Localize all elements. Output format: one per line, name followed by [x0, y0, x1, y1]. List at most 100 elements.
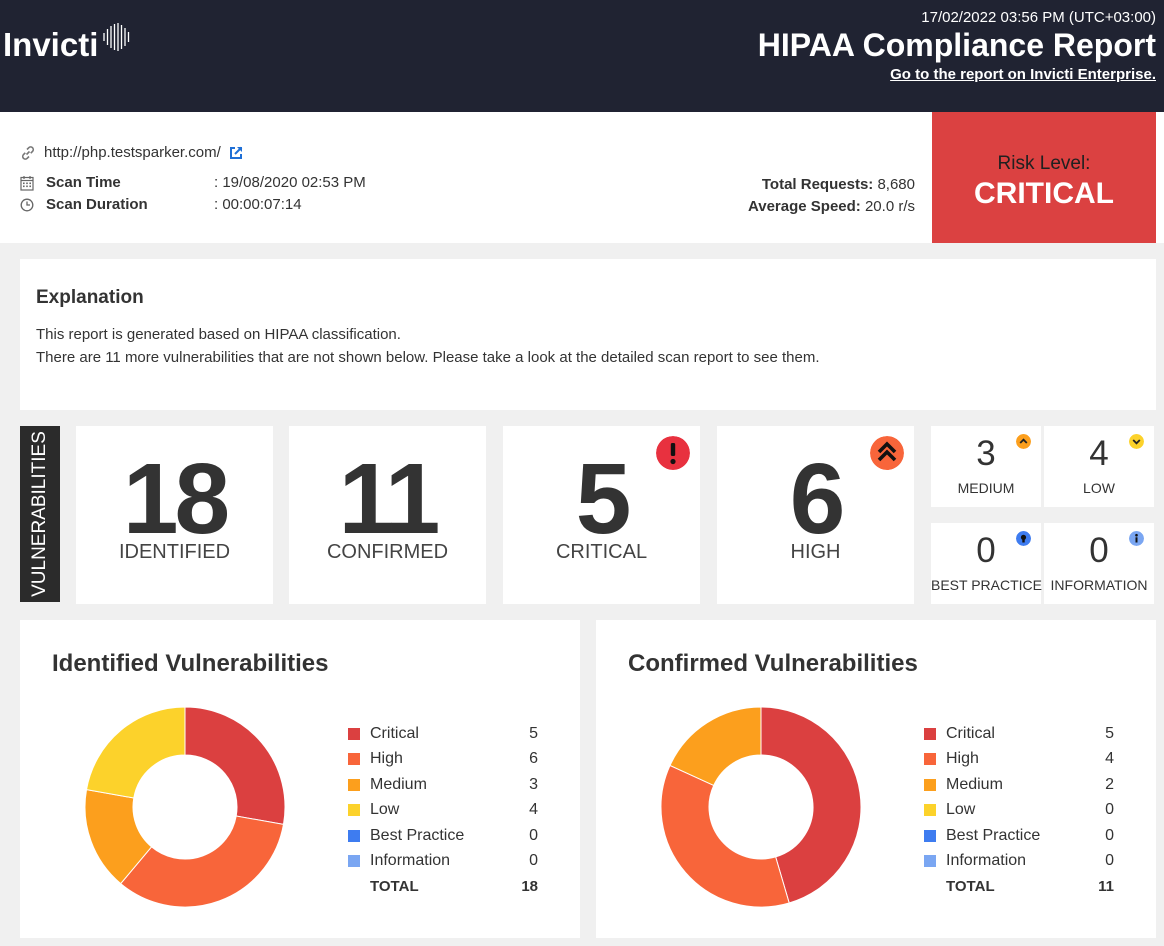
legend-swatch [348, 727, 360, 740]
vulnerabilities-tab-label: VULNERABILITIES [29, 431, 50, 597]
best-practice-count: 0 [976, 531, 996, 570]
chart-title: Identified Vulnerabilities [52, 650, 329, 677]
legend-swatch [924, 753, 936, 766]
target-url-row: http://php.testsparker.com/ [20, 144, 251, 161]
legend-value: 0 [529, 826, 538, 844]
legend-spacer [924, 881, 936, 893]
legend-label: Medium [946, 775, 1003, 793]
risk-level-label: Risk Level: [997, 153, 1091, 174]
lightbulb-icon [1016, 531, 1031, 546]
best-practice-card: 0 BEST PRACTICE [931, 523, 1042, 604]
medium-label: MEDIUM [957, 480, 1015, 496]
logo-bars-icon [103, 23, 130, 51]
legend-value: 0 [1105, 801, 1114, 819]
high-label: HIGH [790, 541, 841, 563]
report-title: HIPAA Compliance Report [757, 27, 1156, 63]
legend-total-label: TOTAL [946, 878, 995, 896]
risk-level-panel: Risk Level: CRITICAL [932, 112, 1156, 243]
legend-swatch [348, 778, 360, 791]
legend-swatch [924, 855, 936, 868]
donut-slice-high [120, 815, 285, 908]
scan-duration-label: Scan Duration [46, 196, 148, 213]
legend-value: 5 [529, 724, 538, 742]
risk-level-value: CRITICAL [974, 177, 1114, 210]
confirmed-card: 11 CONFIRMED [289, 426, 486, 604]
info-icon [1129, 531, 1144, 546]
legend-value: 4 [1105, 750, 1114, 768]
legend-label: Critical [370, 724, 419, 742]
scan-time-row: Scan Time : 19/08/2020 02:53 PM [20, 174, 366, 191]
donut-slice-high [660, 764, 790, 908]
explanation-panel: Explanation This report is generated bas… [20, 259, 1156, 410]
vulnerabilities-tab: VULNERABILITIES [20, 426, 60, 602]
enterprise-report-link[interactable]: Go to the report on Invicti Enterprise. [890, 66, 1156, 83]
external-link-icon[interactable] [229, 146, 243, 160]
legend-swatch [348, 829, 360, 842]
legend-total-label: TOTAL [370, 878, 419, 896]
report-datetime: 17/02/2022 03:56 PM (UTC+03:00) [921, 9, 1156, 26]
explanation-line-2: There are 11 more vulnerabilities that a… [36, 349, 820, 366]
critical-card: 5 CRITICAL [503, 426, 700, 604]
scan-duration-row: Scan Duration : 00:00:07:14 [20, 196, 302, 213]
information-label: INFORMATION [1050, 577, 1148, 593]
legend-total-value: 11 [1098, 878, 1114, 896]
legend-label: Best Practice [946, 826, 1041, 844]
legend-value: 0 [1105, 826, 1114, 844]
legend-label: High [946, 750, 979, 768]
legend-value: 6 [529, 750, 538, 768]
legend-total: TOTAL 18 [348, 874, 538, 900]
total-requests: Total Requests: 8,680 [762, 176, 915, 193]
explanation-line-1: This report is generated based on HIPAA … [36, 326, 401, 343]
identified-legend: Critical 5 High 6 Medium 3 Low 4 Best Practice 0 I… [348, 721, 538, 900]
legend-item-high: High 6 [348, 747, 538, 773]
critical-count: 5 [575, 443, 632, 555]
identified-chart-panel: Identified Vulnerabilities Critical 5 High… [20, 620, 580, 938]
legend-item-critical: Critical 5 [348, 721, 538, 747]
total-requests-label: Total Requests: [761, 176, 874, 193]
confirmed-label: CONFIRMED [326, 541, 449, 563]
legend-value: 5 [1105, 724, 1114, 742]
chevron-up-icon [1016, 434, 1031, 449]
medium-card: 3 MEDIUM [931, 426, 1041, 507]
identified-label: IDENTIFIED [118, 541, 231, 563]
identified-count: 18 [122, 443, 230, 555]
legend-label: Critical [946, 724, 995, 742]
report-header: Invicti 17/02/2022 03:56 PM (UTC+03:00) … [0, 0, 1164, 112]
legend-value: 3 [529, 775, 538, 793]
legend-value: 0 [1105, 852, 1114, 870]
average-speed-label: Average Speed: [747, 198, 861, 215]
legend-value: 2 [1105, 775, 1114, 793]
scan-time-label: Scan Time [46, 174, 121, 191]
legend-swatch [348, 753, 360, 766]
medium-count: 3 [976, 434, 996, 473]
legend-item-best-practice: Best Practice 0 [924, 823, 1114, 849]
legend-swatch [924, 778, 936, 791]
logo-text: Invicti [3, 26, 99, 63]
legend-total: TOTAL 11 [924, 874, 1114, 900]
chevron-down-icon [1129, 434, 1144, 449]
scan-time-value: : 19/08/2020 02:53 PM [214, 174, 366, 191]
total-requests-value: 8,680 [877, 176, 915, 193]
legend-swatch [348, 855, 360, 868]
legend-spacer [348, 881, 360, 893]
confirmed-donut-chart [660, 706, 862, 908]
confirmed-count: 11 [338, 443, 441, 555]
legend-label: Low [370, 801, 400, 819]
legend-swatch [924, 727, 936, 740]
donut-slice-medium [669, 706, 762, 787]
high-count: 6 [789, 443, 846, 555]
legend-item-medium: Medium 3 [348, 772, 538, 798]
clock-icon [20, 198, 34, 211]
legend-item-information: Information 0 [924, 849, 1114, 875]
information-card: 0 INFORMATION [1044, 523, 1154, 604]
identified-card: 18 IDENTIFIED [76, 426, 273, 604]
legend-item-information: Information 0 [348, 849, 538, 875]
low-label: LOW [1083, 480, 1115, 496]
legend-swatch [924, 829, 936, 842]
critical-label: CRITICAL [555, 541, 648, 563]
donut-slice-critical [760, 706, 862, 904]
legend-item-medium: Medium 2 [924, 772, 1114, 798]
legend-swatch [924, 804, 936, 817]
legend-item-low: Low 0 [924, 798, 1114, 824]
legend-total-value: 18 [521, 878, 538, 896]
